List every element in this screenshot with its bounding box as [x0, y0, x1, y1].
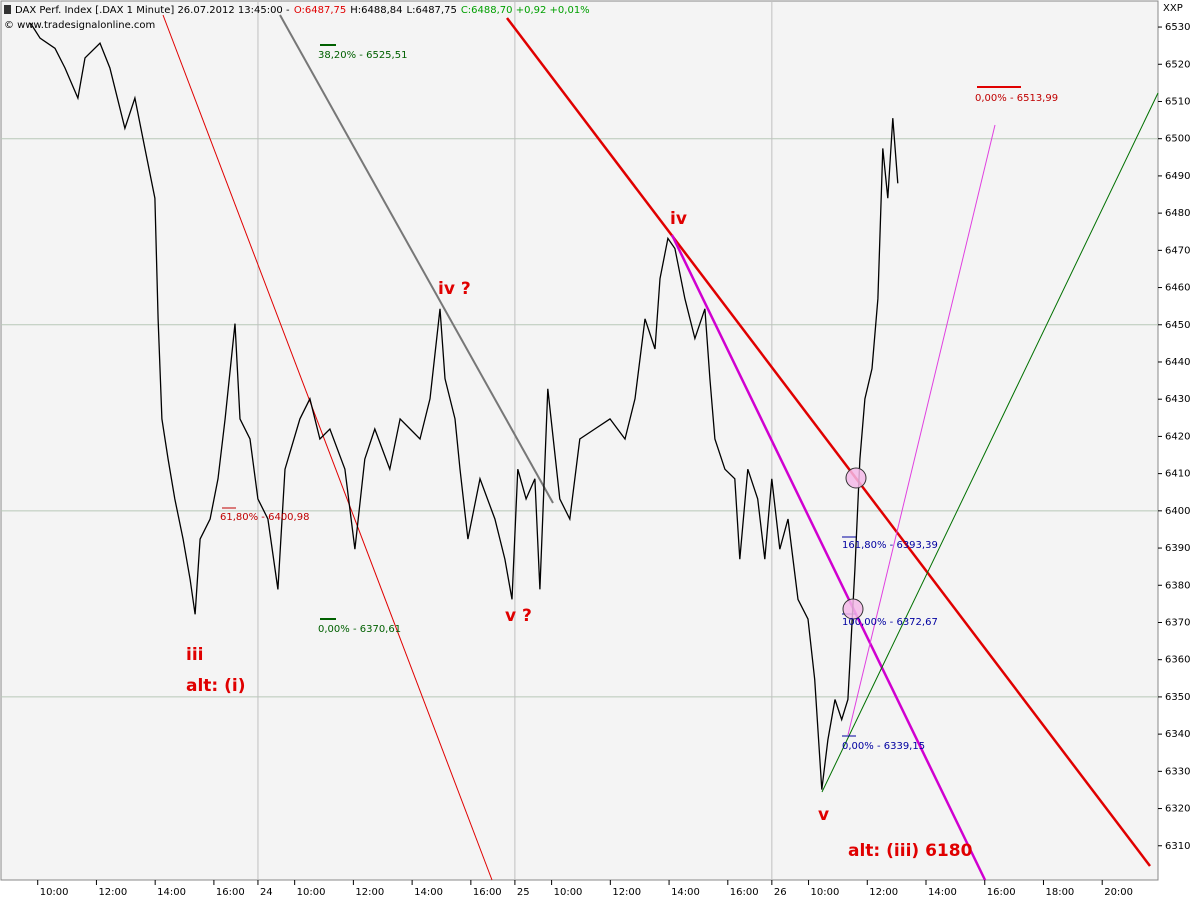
trend-line	[279, 14, 554, 504]
x-tick-label: 10:00	[811, 887, 840, 898]
chart-title: DAX Perf. Index [.DAX 1 Minute] 26.07.20…	[15, 5, 290, 16]
y-tick-label: 6370	[1165, 617, 1190, 628]
y-tick-label: 6380	[1165, 580, 1190, 591]
y-tick-label: 6350	[1165, 692, 1190, 703]
y-tick-label: 6320	[1165, 804, 1190, 815]
x-tick-label: 12:00	[98, 887, 127, 898]
fib-label: 38,20% - 6525,51	[318, 50, 407, 61]
y-tick-label: 6450	[1165, 320, 1190, 331]
x-tick-label: 26	[774, 887, 787, 898]
x-tick-label: 24	[260, 887, 273, 898]
fib-label: 100,00% - 6372,67	[842, 617, 938, 628]
fib-label: 61,80% - 6400,98	[220, 512, 309, 523]
x-tick-label: 18:00	[1045, 887, 1074, 898]
header-icon	[4, 5, 11, 14]
ohlc-value: C:6488,70 +0,92 +0,01%	[461, 5, 590, 16]
fib-label: 0,00% - 6513,99	[975, 93, 1058, 104]
trend-lines	[162, 14, 1159, 881]
marker-circle	[842, 598, 864, 620]
series	[29, 22, 899, 790]
y-tick-label: 6390	[1165, 543, 1190, 554]
x-tick-label: 10:00	[40, 887, 69, 898]
y-tick-label: 6400	[1165, 506, 1190, 517]
marker-circle	[845, 467, 867, 489]
x-tick-label: 14:00	[671, 887, 700, 898]
x-tick-label: 16:00	[473, 887, 502, 898]
trend-line	[847, 124, 996, 736]
y-tick-label: 6310	[1165, 841, 1190, 852]
wave-label: iv	[670, 209, 687, 229]
source: © www.tradesignalonline.com	[4, 20, 155, 31]
x-tick-label: 16:00	[987, 887, 1016, 898]
x-tick-label: 10:00	[297, 887, 326, 898]
x-tick-label: 12:00	[869, 887, 898, 898]
wave-label: iv ?	[438, 279, 471, 299]
x-tick-label: 10:00	[554, 887, 583, 898]
y-tick-label: 6500	[1165, 134, 1190, 145]
x-tick-label: 25	[517, 887, 530, 898]
x-tick-label: 16:00	[216, 887, 245, 898]
y-tick-label: 6420	[1165, 431, 1190, 442]
x-tick-label: 16:00	[730, 887, 759, 898]
x-tick-label: 12:00	[612, 887, 641, 898]
y-tick-label: 6460	[1165, 283, 1190, 294]
x-tick-label: 20:00	[1104, 887, 1133, 898]
trend-line	[162, 14, 493, 881]
trend-line	[821, 92, 1159, 793]
header: DAX Perf. Index [.DAX 1 Minute] 26.07.20…	[15, 5, 590, 16]
wave-label: alt: (iii) 6180	[848, 841, 973, 861]
y-tick-label: 6410	[1165, 469, 1190, 480]
ohlc-value: H:6488,84	[350, 5, 402, 16]
fib-label: 161,80% - 6393,39	[842, 540, 938, 551]
y-tick-label: 6520	[1165, 59, 1190, 70]
axes: 6310 6320 6330 6340 6350 6360 6370 6380 6390 6400…	[37, 22, 1190, 898]
corner-label: XXP	[1163, 3, 1183, 14]
y-tick-label: 6330	[1165, 766, 1190, 777]
x-tick-label: 14:00	[414, 887, 443, 898]
annotations: 38,20% - 6525,51 0,00% - 6370,61 61,80% - …	[186, 50, 1058, 861]
wave-label: v ?	[505, 606, 532, 626]
y-tick-label: 6470	[1165, 245, 1190, 256]
fib-label: 0,00% - 6339,15	[842, 741, 925, 752]
y-tick-label: 6510	[1165, 96, 1190, 107]
price-line	[29, 22, 899, 790]
wave-label: iii	[186, 645, 203, 665]
y-tick-label: 6480	[1165, 208, 1190, 219]
x-tick-label: 12:00	[355, 887, 384, 898]
x-tick-label: 14:00	[928, 887, 957, 898]
ohlc-value: L:6487,75	[407, 5, 457, 16]
wave-label: v	[818, 805, 829, 825]
y-tick-label: 6530	[1165, 22, 1190, 33]
ohlc-value: O:6487,75	[294, 5, 346, 16]
x-tick-label: 14:00	[157, 887, 186, 898]
y-tick-label: 6490	[1165, 171, 1190, 182]
y-tick-label: 6440	[1165, 357, 1190, 368]
trend-line	[670, 234, 987, 881]
fib-label: 0,00% - 6370,61	[318, 624, 401, 635]
trend-line	[506, 17, 1151, 867]
y-tick-label: 6340	[1165, 729, 1190, 740]
y-tick-label: 6360	[1165, 655, 1190, 666]
wave-label: alt: (i)	[186, 676, 246, 696]
y-tick-label: 6430	[1165, 394, 1190, 405]
